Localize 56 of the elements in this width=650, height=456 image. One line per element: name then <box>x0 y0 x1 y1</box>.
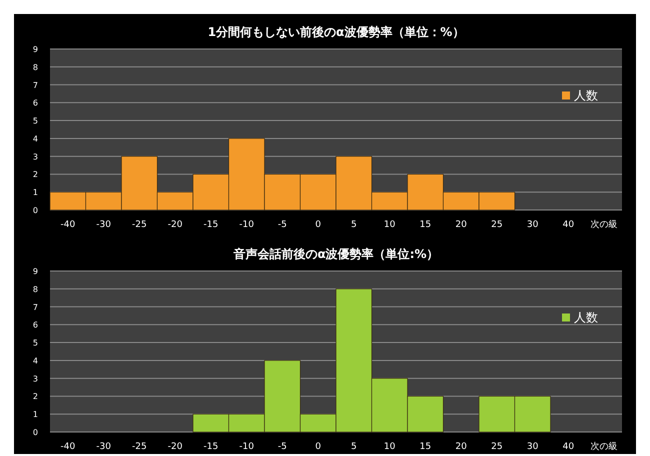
x-tick-label: -30 <box>96 442 112 452</box>
x-tick-label: -25 <box>132 220 147 230</box>
x-tick-label: 25 <box>491 220 503 230</box>
x-tick-label: 40 <box>562 442 574 452</box>
x-tick-label: -40 <box>60 442 76 452</box>
y-tick-label: 5 <box>32 338 38 348</box>
x-tick-label: 40 <box>562 220 574 230</box>
x-tick-label: -15 <box>204 442 218 452</box>
x-tick-label: 0 <box>315 442 322 452</box>
x-tick-label: 15 <box>420 220 432 230</box>
x-tick-label: -10 <box>239 220 254 230</box>
y-tick-label: 6 <box>32 320 38 330</box>
y-tick-label: 0 <box>32 206 38 215</box>
x-tick-label: -5 <box>278 442 287 452</box>
y-tick-label: 7 <box>32 80 38 90</box>
x-tick-label: 次の級 <box>590 219 618 230</box>
y-tick-label: 7 <box>32 302 38 312</box>
legend-label: 人数 <box>574 88 598 102</box>
legend-label: 人数 <box>574 310 598 324</box>
x-tick-label: 10 <box>384 442 396 452</box>
x-tick-label: -25 <box>132 442 147 452</box>
y-tick-label: 2 <box>32 170 38 180</box>
x-tick-label: 30 <box>526 442 539 452</box>
y-tick-label: 1 <box>32 410 38 420</box>
y-tick-label: 8 <box>32 284 38 294</box>
y-tick-label: 3 <box>32 152 38 162</box>
chart-title: 音声会話前後のα波優勢率（単位:%） <box>232 247 439 261</box>
x-tick-label: -20 <box>168 220 183 230</box>
x-tick-label: -30 <box>96 220 112 230</box>
x-tick-label: 25 <box>491 442 503 452</box>
x-tick-label: -40 <box>60 220 76 230</box>
x-tick-label: 5 <box>351 442 357 452</box>
x-tick-label: 次の級 <box>590 441 618 452</box>
y-tick-label: 4 <box>32 356 38 366</box>
y-tick-label: 8 <box>32 62 38 72</box>
y-tick-label: 0 <box>32 428 38 437</box>
x-tick-label: -5 <box>278 220 287 230</box>
x-tick-label: 0 <box>315 220 322 230</box>
y-tick-label: 1 <box>32 188 38 198</box>
x-tick-label: 20 <box>455 442 468 452</box>
y-tick-label: 4 <box>32 134 38 144</box>
y-tick-label: 5 <box>32 116 38 126</box>
y-tick-label: 2 <box>32 392 38 402</box>
x-tick-label: 10 <box>384 220 396 230</box>
x-tick-label: 5 <box>351 220 357 230</box>
x-tick-label: 15 <box>420 442 432 452</box>
x-tick-label: 20 <box>455 220 468 230</box>
x-tick-label: -10 <box>239 442 254 452</box>
x-tick-label: 30 <box>526 220 539 230</box>
y-tick-label: 9 <box>32 45 38 54</box>
x-tick-label: -15 <box>204 220 218 230</box>
x-tick-label: -20 <box>168 442 183 452</box>
y-tick-label: 3 <box>32 374 38 384</box>
y-tick-label: 6 <box>32 98 38 108</box>
y-tick-label: 9 <box>32 267 38 276</box>
chart-title: 1分間何もしない前後のα波優勢率（単位：%） <box>208 25 464 39</box>
